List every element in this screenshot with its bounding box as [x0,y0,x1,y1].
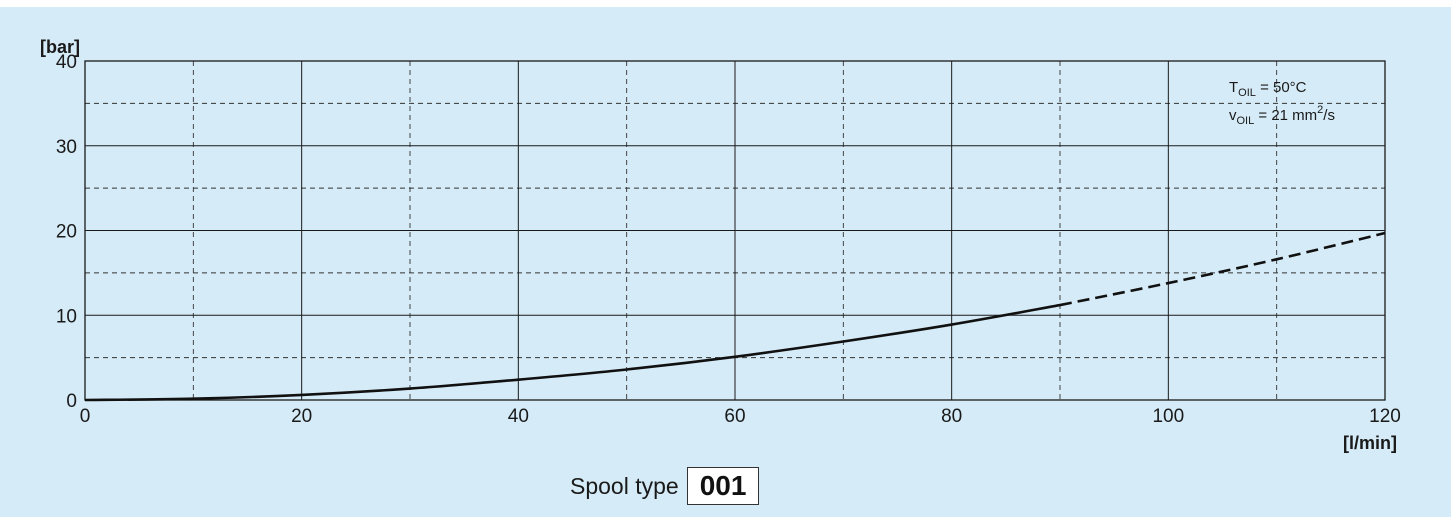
major-grid [84,60,1386,401]
viscosity-subscript: OIL [1237,115,1255,127]
viscosity-unit-tail: /s [1323,107,1335,124]
x-tick-label: 80 [941,406,962,427]
y-tick-label: 30 [56,137,77,158]
x-tick-label: 100 [1152,406,1184,427]
x-tick-label: 120 [1369,406,1401,427]
y-tick-label: 10 [56,306,77,327]
x-tick-label: 60 [724,406,745,427]
pressure-drop-curve-extrapolated [1059,231,1386,307]
x-tick-label: 20 [291,406,312,427]
temp-symbol: T [1229,79,1238,96]
chart-panel: 0 20 40 60 80 100 120 0 10 20 30 40 [bar] [l/min] … [0,7,1451,517]
temp-subscript: OIL [1238,87,1256,99]
spool-type-code: 001 [686,467,760,505]
oil-temperature-annotation: TOIL = 50°C [1229,79,1307,99]
plot-frame [84,60,1386,401]
viscosity-symbol: v [1229,107,1237,124]
x-axis-unit: [l/min] [1343,433,1397,453]
y-axis-unit: [bar] [40,37,80,57]
spool-type-caption: Spool type 001 [570,467,760,505]
y-tick-label: 0 [66,391,77,412]
y-tick-label: 20 [56,222,77,243]
y-tick-label: 40 [56,52,77,73]
oil-viscosity-annotation: vOIL = 21 mm2/s [1229,104,1335,127]
x-tick-labels: 0 20 40 60 80 100 120 [80,406,1401,427]
curves [84,231,1386,402]
pressure-drop-curve [84,303,1061,402]
y-tick-labels: 0 10 20 30 40 [56,52,77,412]
x-tick-label: 40 [508,406,529,427]
viscosity-value: = 21 mm [1254,107,1317,124]
temp-value: = 50°C [1256,79,1307,96]
spool-type-label: Spool type [570,472,679,499]
x-tick-label: 0 [80,406,91,427]
viscosity-superscript: 2 [1317,104,1323,116]
